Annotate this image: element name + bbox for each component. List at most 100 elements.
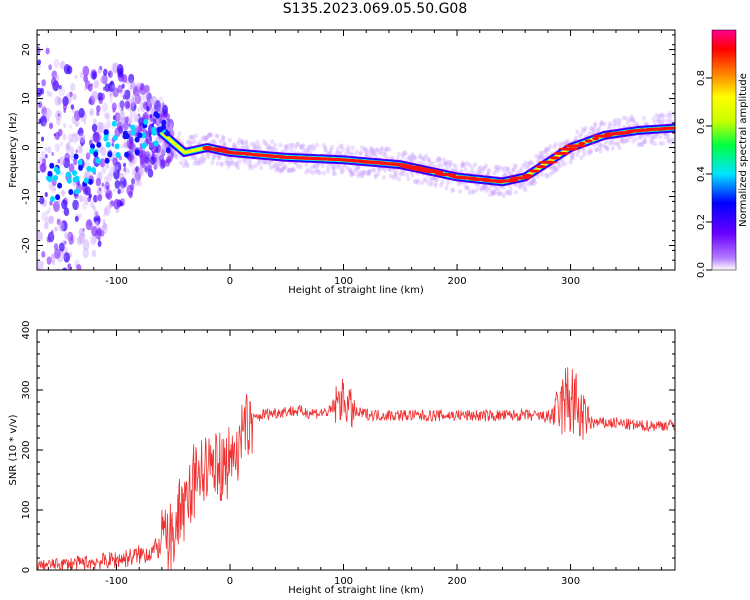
heatmap-cell <box>658 141 663 147</box>
heatmap-cell <box>526 181 531 187</box>
heatmap-cell <box>229 158 234 164</box>
heatmap-cell <box>620 139 625 145</box>
heatmap-cell <box>405 172 410 178</box>
heatmap-cell <box>61 199 68 210</box>
heatmap-cell <box>445 159 450 165</box>
heatmap-cell <box>39 115 47 127</box>
heatmap-cell <box>654 112 659 118</box>
heatmap-cell <box>326 164 331 170</box>
heatmap-cell <box>349 172 354 178</box>
heatmap-cell <box>174 154 179 160</box>
heatmap-cell <box>147 98 152 105</box>
heatmap-cell <box>177 131 182 137</box>
heatmap-cell <box>106 173 113 182</box>
heatmap-cell <box>328 147 333 153</box>
heatmap-cell <box>107 151 113 158</box>
heatmap-cell <box>39 87 45 95</box>
heatmap-cell <box>514 164 519 170</box>
heatmap-core <box>584 139 593 143</box>
heatmap-cell <box>147 140 153 149</box>
heatmap-cell <box>347 151 352 157</box>
heatmap-cell <box>78 194 84 203</box>
heatmap-cell <box>459 168 464 174</box>
heatmap-cell <box>236 165 241 171</box>
heatmap-cell <box>79 133 86 143</box>
heatmap-cell <box>669 139 674 145</box>
heatmap-cell <box>159 139 162 143</box>
heatmap-cell <box>46 117 50 122</box>
heatmap-cell <box>603 145 608 151</box>
heatmap-cell <box>38 118 42 124</box>
heatmap-cell <box>304 161 309 167</box>
heatmap-cell <box>134 171 141 181</box>
heatmap-cell <box>141 132 147 139</box>
heatmap-cell <box>46 90 50 96</box>
heatmap-cell <box>575 151 580 157</box>
heatmap-cell <box>612 118 617 124</box>
heatmap-cell <box>101 102 108 113</box>
heatmap-cell <box>503 169 508 175</box>
heatmap-cell <box>492 170 497 176</box>
heatmap-cell <box>121 74 128 83</box>
heatmap-cell <box>121 144 124 149</box>
heatmap-cell <box>114 127 121 138</box>
heatmap-cell <box>409 158 414 164</box>
heatmap-cell <box>57 159 61 164</box>
heatmap-cell <box>411 157 416 163</box>
heatmap-cell <box>366 171 371 177</box>
heatmap-cell <box>95 157 101 164</box>
heatmap-cell <box>117 84 123 94</box>
heatmap-cell <box>599 121 604 127</box>
heatmap-cell <box>145 93 149 99</box>
heatmap-cell <box>57 200 60 205</box>
heatmap-cell <box>153 164 158 170</box>
heatmap-cell <box>79 72 84 79</box>
heatmap-cell <box>518 168 523 174</box>
heatmap-cell <box>520 162 525 168</box>
heatmap-cell <box>131 99 135 106</box>
heatmap-cell <box>618 137 623 143</box>
heatmap-cell <box>402 150 407 156</box>
heatmap-cell <box>39 196 45 205</box>
heatmap-cell <box>57 182 63 189</box>
y-tick-label: 0 <box>21 567 32 573</box>
heatmap-cell <box>126 139 133 149</box>
snr-panel: -100 0 100 200 300 0 100 200 300 400 Height of st… <box>8 320 676 596</box>
heatmap-cell <box>44 191 48 198</box>
heatmap-cell <box>353 166 358 172</box>
heatmap-cell <box>95 177 101 187</box>
heatmap-cell <box>46 321 49 326</box>
heatmap-cell <box>89 110 94 117</box>
heatmap-cell <box>539 171 544 177</box>
heatmap-cell <box>488 187 493 193</box>
x-tick-label: 100 <box>334 276 353 287</box>
heatmap-cell <box>232 143 237 149</box>
heatmap-cell <box>256 143 261 149</box>
heatmap-cell <box>330 144 335 150</box>
heatmap-cell <box>369 150 374 156</box>
heatmap-cell <box>188 134 193 140</box>
heatmap-cell <box>560 157 565 163</box>
heatmap-cell <box>105 163 110 169</box>
heatmap-cell <box>62 133 67 141</box>
heatmap-cell <box>266 146 271 152</box>
heatmap-cell <box>366 169 371 175</box>
heatmap-cell <box>46 292 51 300</box>
heatmap-cell <box>553 165 558 171</box>
heatmap-cell <box>612 123 617 129</box>
heatmap-cell <box>373 152 378 158</box>
heatmap-cell <box>578 133 583 139</box>
heatmap-cell <box>594 147 599 153</box>
heatmap-cell <box>206 151 211 157</box>
heatmap-cell <box>296 141 301 147</box>
heatmap-cell <box>358 150 363 156</box>
heatmap-cell <box>156 102 161 109</box>
heatmap-cell <box>257 146 262 152</box>
heatmap-cell <box>208 132 213 138</box>
heatmap-cell <box>507 190 512 196</box>
heatmap-cell <box>223 160 228 166</box>
heatmap-cell <box>41 211 48 222</box>
heatmap-cell <box>372 151 377 157</box>
heatmap-cell <box>335 146 340 152</box>
heatmap-cell <box>58 221 65 232</box>
